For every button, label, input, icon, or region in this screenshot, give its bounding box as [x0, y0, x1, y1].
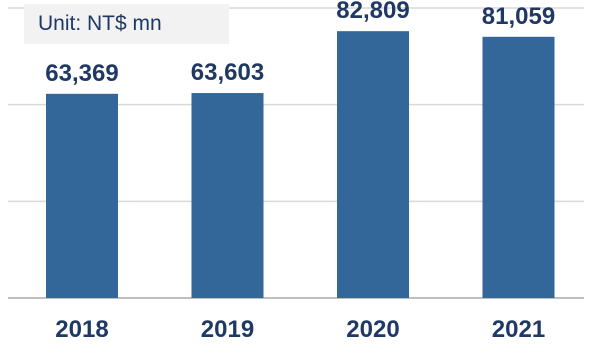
- x-tick-label-2018: 2018: [55, 316, 108, 342]
- bar-2020: [337, 31, 409, 299]
- unit-label: Unit: NT$ mn: [24, 4, 229, 44]
- bar-2019: [191, 93, 264, 298]
- value-label-2021: 81,059: [482, 3, 555, 30]
- x-tick-label-2020: 2020: [346, 316, 399, 342]
- value-label-2018: 63,369: [45, 60, 118, 87]
- x-tick-label-2019: 2019: [201, 316, 254, 342]
- bar-2021: [482, 36, 555, 299]
- value-labels: 63,369 63,603 82,809 81,059: [45, 0, 555, 87]
- value-label-2019: 63,603: [191, 59, 264, 86]
- x-tick-label-2021: 2021: [492, 316, 545, 342]
- bar-2018: [46, 93, 118, 298]
- bars: [46, 31, 555, 299]
- x-tick-labels: 2018 2019 2020 2021: [55, 316, 545, 343]
- value-label-2020: 82,809: [336, 0, 409, 24]
